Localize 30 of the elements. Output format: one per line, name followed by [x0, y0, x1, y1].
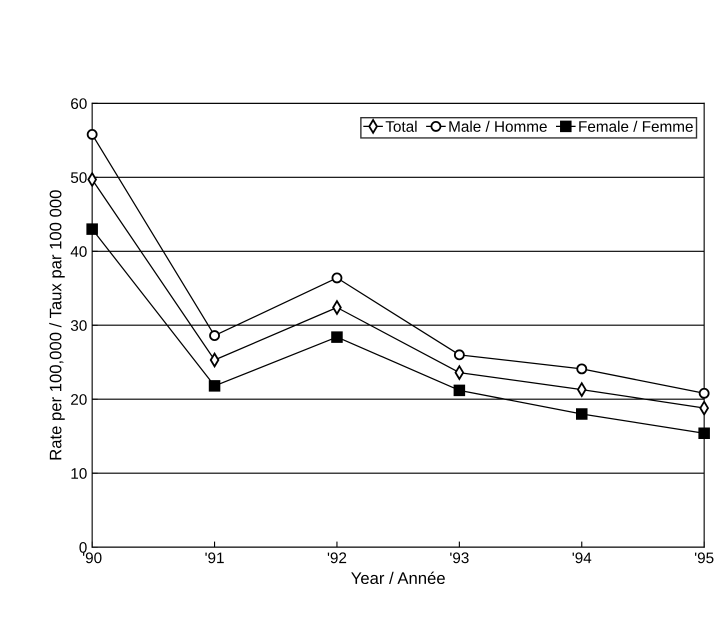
point	[332, 272, 342, 284]
point	[576, 363, 588, 374]
x-tick-label: '93	[450, 552, 469, 564]
point	[698, 388, 710, 399]
x-tick-label: '90	[82, 552, 102, 564]
legend-label: Male / Homme	[449, 120, 547, 132]
legend-label: Total	[386, 120, 417, 132]
y-tick-label: 10	[71, 468, 87, 479]
x-axis-title: Year / Année	[351, 572, 445, 584]
point	[454, 349, 465, 360]
point	[86, 223, 98, 235]
point	[698, 427, 710, 439]
point	[86, 128, 98, 140]
x-tick-label: '94	[572, 552, 592, 564]
point	[209, 330, 220, 342]
y-tick-label: 50	[70, 172, 87, 183]
x-tick-label: '92	[328, 552, 346, 564]
legend-label: Female / Femme	[579, 120, 693, 132]
y-axis-title: Rate per 100,000 / Taux par 100 000	[49, 190, 65, 460]
y-tick-label: 0	[79, 542, 87, 553]
y-tick-label: 40	[70, 246, 87, 257]
point	[208, 380, 220, 392]
point	[576, 408, 588, 420]
point	[331, 331, 343, 343]
x-tick-label: '95	[694, 552, 714, 564]
x-tick-label: '91	[205, 552, 224, 564]
y-tick-label: 20	[71, 394, 87, 405]
point	[454, 384, 466, 396]
y-tick-label: 30	[70, 320, 87, 331]
y-tick-label: 60	[71, 98, 87, 110]
